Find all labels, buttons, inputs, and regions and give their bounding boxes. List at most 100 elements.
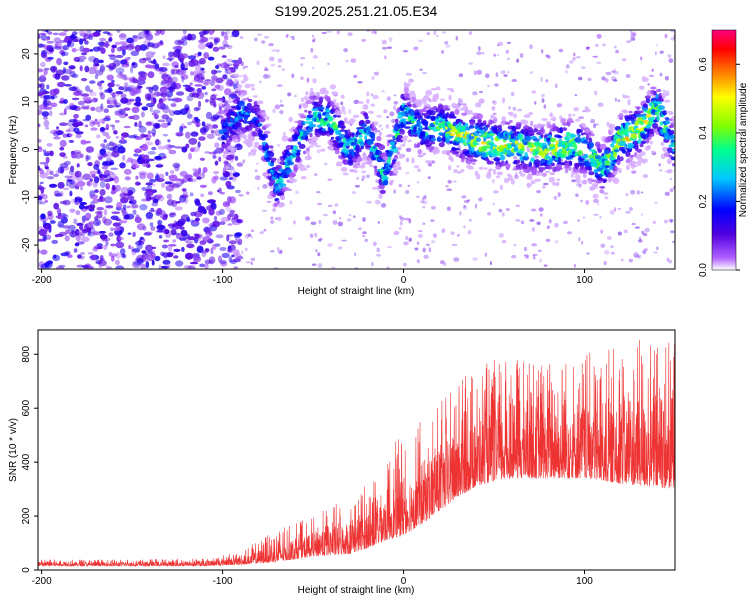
spectrogram-cell — [405, 72, 413, 76]
spectrogram-cell — [168, 145, 176, 148]
spectrogram-cell — [667, 129, 671, 133]
spectrogram-cell — [145, 51, 155, 59]
spectrogram-cell — [250, 257, 256, 261]
spectrogram-cell — [595, 155, 602, 160]
spectrogram-cell — [164, 181, 173, 185]
spectrogram-cell — [39, 161, 46, 165]
spectrogram-cell — [162, 62, 170, 67]
spectrogram-cell — [540, 76, 543, 82]
spectrogram-cell — [145, 96, 152, 101]
spectrogram-cell — [248, 151, 251, 157]
spectrogram-cell — [372, 94, 379, 100]
spectrogram-cell — [484, 145, 488, 151]
spectrogram-cell — [230, 91, 237, 97]
spectrogram-cell — [212, 154, 216, 159]
spectrogram-cell — [557, 157, 561, 164]
spectrogram-cell — [545, 238, 551, 243]
spectrogram-cell — [191, 146, 200, 153]
spectrogram-cell — [156, 224, 165, 231]
spectrogram-cell — [56, 81, 66, 88]
spectrogram-cell — [647, 83, 650, 86]
spectrogram-cell — [88, 56, 97, 62]
snr-y-tick-label: 200 — [21, 507, 32, 524]
spectrogram-cell — [322, 213, 329, 217]
spectrogram-cell — [168, 224, 173, 229]
spectrogram-cell — [93, 57, 100, 65]
spectrogram-cell — [515, 219, 521, 222]
spectrogram-cell — [39, 169, 45, 175]
spectrogram-cell — [279, 109, 284, 115]
spectrogram-cell — [40, 74, 46, 78]
spectrogram-cell — [239, 119, 244, 122]
spectrogram-cell — [128, 204, 137, 209]
spectrogram-cell — [204, 227, 211, 234]
spectrogram-cell — [596, 201, 600, 206]
spectrogram-cell — [138, 154, 142, 161]
spectrogram-cell — [68, 224, 76, 232]
spectrogram-cell — [231, 217, 237, 220]
spectrogram-cell — [386, 159, 391, 164]
spectrogram-cell — [59, 152, 66, 158]
spectrogram-cell — [424, 121, 428, 128]
spectrogram-cell — [200, 67, 205, 71]
spectrogram-x-tick-label: 100 — [576, 275, 593, 286]
spectrogram-cell — [472, 257, 479, 261]
spectrogram-cell — [215, 77, 224, 84]
spectrogram-cell — [228, 240, 237, 245]
spectrogram-cell — [536, 221, 541, 225]
spectrogram-cell — [43, 102, 50, 107]
spectrogram-cell — [460, 169, 465, 173]
spectrogram-cell — [289, 36, 293, 38]
spectrogram-cell — [156, 194, 163, 198]
spectrogram-cell — [537, 249, 542, 252]
spectrogram-cell — [277, 216, 282, 222]
spectrogram-cell — [295, 155, 301, 162]
spectrogram-cell — [530, 208, 537, 212]
spectrogram-cell — [233, 129, 241, 133]
spectrogram-cell — [77, 233, 86, 237]
spectrogram-cell — [111, 255, 115, 262]
spectrogram-cell — [42, 220, 47, 227]
spectrogram-cell — [221, 143, 228, 148]
spectrogram-cell — [664, 76, 670, 81]
spectrogram-cell — [242, 67, 245, 70]
spectrogram-cell — [277, 58, 283, 63]
spectrogram-cell — [247, 140, 253, 147]
spectrogram-cell — [492, 190, 499, 194]
spectrogram-cell — [172, 162, 181, 168]
spectrogram-cell — [258, 122, 262, 126]
spectrogram-cell — [214, 142, 220, 148]
spectrogram-cell — [591, 133, 595, 137]
spectrogram-cell — [173, 255, 179, 259]
spectrogram-cell — [187, 55, 196, 60]
spectrogram-cell — [411, 157, 415, 164]
spectrogram-cell — [354, 140, 358, 145]
spectrogram-cell — [617, 99, 621, 102]
spectrogram-cell — [97, 259, 107, 267]
spectrogram-cell — [276, 144, 281, 147]
spectrogram-cell — [119, 71, 123, 77]
spectrogram-cell — [43, 100, 52, 106]
spectrogram-cell — [468, 62, 473, 65]
spectrogram-cell — [76, 181, 86, 187]
spectrogram-cell — [122, 48, 126, 56]
spectrogram-cell — [515, 159, 521, 164]
spectrogram-cell — [610, 245, 614, 248]
spectrogram-cell — [116, 30, 121, 33]
spectrogram-cell — [248, 123, 253, 128]
spectrogram-cell — [230, 35, 235, 38]
spectrogram-cell — [279, 249, 283, 254]
spectrogram-cell — [94, 189, 99, 194]
spectrogram-cell — [207, 44, 213, 49]
spectrogram-cell — [79, 225, 84, 231]
spectrogram-cell — [76, 230, 85, 234]
spectrogram-cell — [398, 215, 402, 219]
spectrogram-cell — [152, 62, 156, 70]
spectrogram-cell — [549, 172, 555, 176]
spectrogram-cell — [621, 58, 627, 62]
spectrogram-cell — [457, 233, 460, 237]
spectrogram-cell — [141, 146, 149, 151]
spectrogram-cell — [204, 259, 211, 265]
spectrogram-cell — [312, 35, 315, 38]
spectrogram-cell — [392, 157, 399, 160]
